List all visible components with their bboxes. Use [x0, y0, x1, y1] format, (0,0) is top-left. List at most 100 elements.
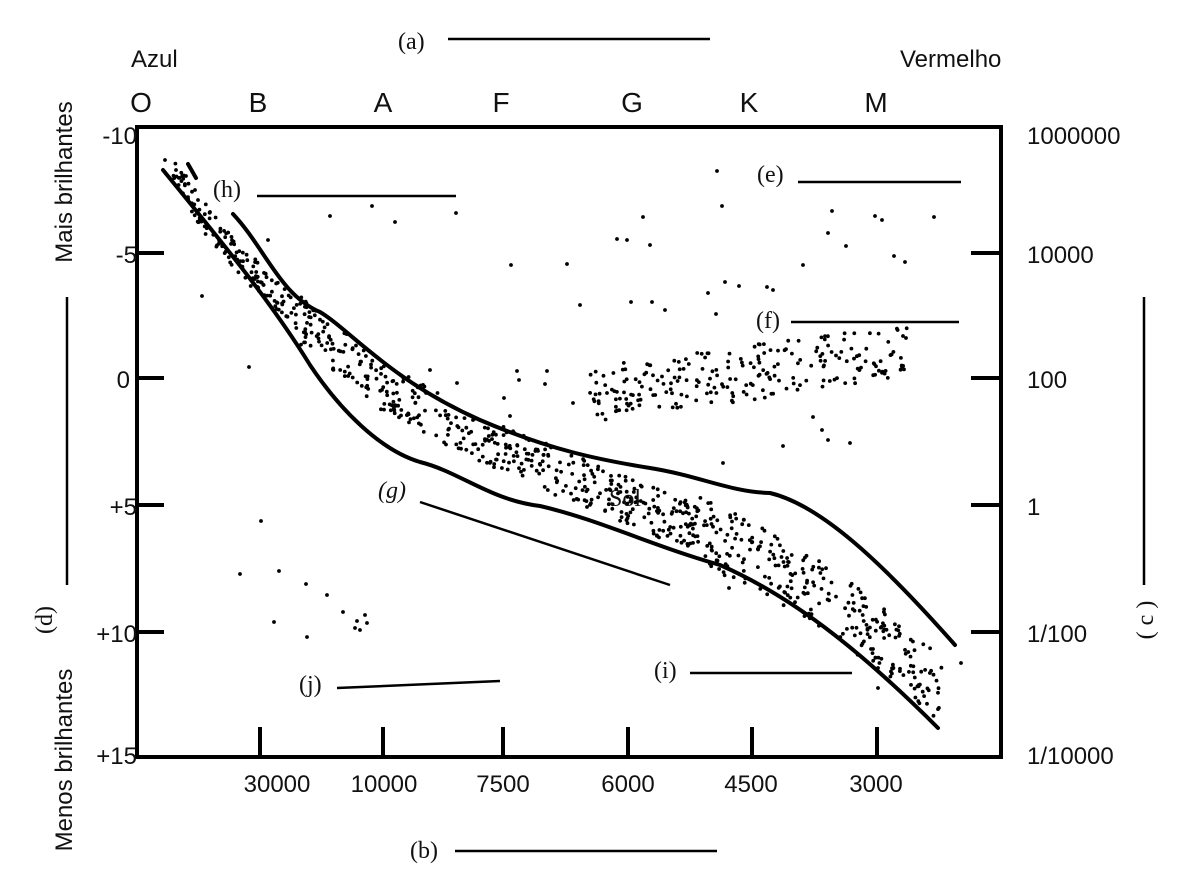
star-dot [393, 403, 397, 407]
star-dot [365, 377, 370, 381]
star-dot [508, 414, 512, 418]
star-dot [691, 526, 695, 531]
star-dot [379, 372, 383, 376]
star-dot [294, 303, 299, 307]
star-dot [492, 440, 497, 445]
star-dot [706, 501, 711, 505]
star-dot [581, 457, 585, 462]
star-dot [346, 374, 351, 378]
star-dot [553, 493, 558, 497]
star-dot [750, 535, 755, 540]
spectral-class-label: O [130, 87, 152, 118]
star-dot [901, 673, 906, 677]
star-dot [582, 473, 586, 477]
star-dot [773, 563, 778, 568]
star-dot [907, 670, 911, 674]
star-dot [648, 243, 652, 247]
star-dot [202, 212, 207, 217]
star-dot [541, 453, 546, 457]
star-dot [501, 425, 506, 429]
star-dot [564, 484, 568, 488]
star-dot [385, 393, 390, 398]
star-dot [350, 375, 355, 380]
star-dot [693, 521, 697, 526]
star-dot [842, 337, 846, 342]
star-dot [727, 553, 732, 558]
star-dot [374, 376, 379, 381]
star-dot [678, 509, 682, 514]
star-dot [582, 477, 587, 482]
star-dot [492, 465, 496, 470]
star-dot [712, 385, 717, 390]
star-dot [614, 397, 618, 402]
star-dot [908, 663, 913, 668]
star-dot [915, 684, 920, 689]
answer-line-g [419, 500, 671, 587]
star-dot [462, 416, 467, 420]
star-dot [688, 523, 692, 528]
star-dot [832, 377, 837, 382]
star-dot [818, 571, 823, 575]
star-dot [302, 312, 307, 317]
star-dot [804, 378, 809, 383]
star-dot [609, 474, 613, 478]
star-dot [785, 563, 790, 568]
star-dot [767, 375, 772, 380]
star-dot [870, 617, 875, 622]
star-dot [637, 392, 641, 397]
star-dot [307, 310, 312, 314]
star-dot [630, 507, 635, 512]
star-dot [901, 334, 905, 338]
star-dot [578, 303, 582, 307]
star-dot [318, 317, 322, 322]
star-dot [317, 339, 321, 344]
star-dot [860, 613, 865, 617]
star-dot [476, 447, 481, 452]
star-dot [546, 464, 551, 469]
star-dot [765, 285, 769, 289]
star-dot [255, 285, 260, 289]
star-dot [534, 468, 539, 473]
star-dot [822, 337, 827, 342]
star-dot [235, 257, 240, 262]
star-dot [538, 462, 543, 467]
star-dot [192, 213, 197, 218]
star-dot [410, 388, 415, 393]
star-dot [595, 412, 600, 417]
star-dot [292, 306, 296, 310]
star-dot [596, 401, 601, 406]
star-dot [700, 367, 705, 371]
magnitude-tick-label: +10 [96, 621, 137, 648]
blank-marker-a: (a) [398, 29, 425, 55]
star-dot [203, 202, 208, 207]
star-dot [571, 460, 576, 465]
star-dot [364, 394, 369, 399]
star-dot [925, 701, 929, 706]
star-dot [598, 491, 602, 496]
star-dot [715, 373, 719, 378]
star-dot [177, 176, 182, 180]
star-dot [846, 600, 851, 605]
star-dot [245, 258, 250, 263]
star-dot [852, 633, 857, 638]
star-dot [256, 279, 260, 284]
star-dot [731, 394, 736, 399]
star-dot [253, 257, 258, 262]
star-dot [190, 189, 194, 194]
star-dot [519, 461, 524, 466]
star-dot [802, 585, 807, 590]
star-dot [226, 230, 231, 235]
star-dot [265, 293, 270, 298]
star-dot [784, 386, 789, 391]
star-dot [642, 515, 647, 520]
star-dot [786, 338, 791, 343]
star-dot [446, 433, 450, 437]
star-dot [685, 394, 689, 399]
star-dot [592, 480, 597, 485]
star-dot [259, 519, 263, 523]
star-dot [253, 260, 257, 264]
star-dot [762, 351, 767, 355]
star-dot [482, 425, 487, 430]
star-dot [480, 442, 485, 447]
star-dot [932, 215, 936, 219]
